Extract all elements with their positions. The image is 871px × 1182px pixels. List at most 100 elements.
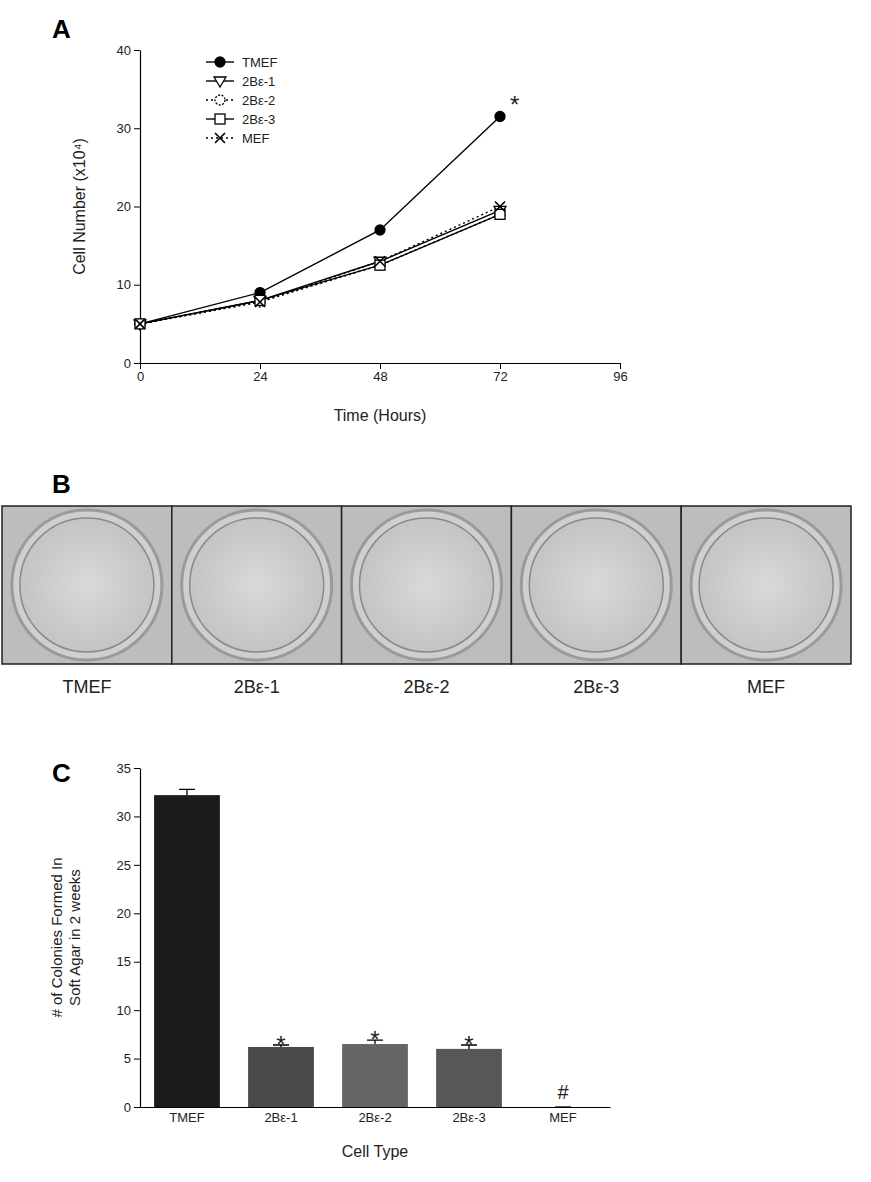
y-axis-title-line: Cell Number (x10⁴)	[71, 138, 88, 275]
tick-label: 48	[373, 369, 387, 384]
tick-label: 20	[117, 199, 131, 214]
tick: 72	[493, 363, 507, 384]
tick: 0	[124, 356, 140, 371]
tick-label: TMEF	[169, 1110, 204, 1125]
tick-mark	[380, 363, 381, 369]
point	[255, 297, 265, 307]
tick-label: 0	[137, 369, 144, 384]
plate-frame	[2, 506, 172, 664]
well	[360, 518, 494, 652]
tick-mark	[260, 363, 261, 369]
tick: 25	[117, 858, 140, 873]
point	[495, 202, 505, 212]
tick: 30	[117, 121, 140, 136]
legend-entry: 2Bε-1	[206, 74, 275, 89]
well	[190, 518, 324, 652]
point	[135, 319, 145, 329]
plate-image	[681, 506, 851, 664]
legend-label: MEF	[242, 131, 270, 146]
annotation: *	[510, 91, 519, 118]
plate-frame	[511, 506, 681, 664]
tick: 10	[117, 1003, 140, 1018]
panel-letter: B	[52, 469, 71, 499]
plot-area	[154, 789, 571, 1107]
annotation: *	[370, 1026, 379, 1053]
legend-marker	[215, 95, 225, 105]
y-axis-title: Cell Number (x10⁴)	[71, 138, 88, 275]
series-line	[140, 117, 500, 324]
legend-entry: 2Bε-2	[206, 93, 275, 108]
tick: 30	[117, 809, 140, 824]
tick-label: 10	[117, 1003, 131, 1018]
well-rim	[12, 510, 162, 660]
well	[20, 518, 154, 652]
tick-label: 35	[117, 761, 131, 776]
tick: 0	[124, 1100, 140, 1115]
well-rim	[352, 510, 502, 660]
plot-area	[134, 112, 506, 330]
legend-marker	[215, 133, 225, 143]
point-group	[134, 320, 146, 330]
tick: 35	[117, 761, 140, 776]
tick-mark	[134, 913, 140, 914]
point-group	[495, 112, 505, 122]
error-bar	[179, 789, 195, 795]
legend-label: 2Bε-3	[242, 112, 275, 127]
plate-image	[511, 506, 681, 664]
point-group	[135, 319, 145, 329]
legend-entry: 2Bε-3	[206, 112, 275, 127]
tick-label: 40	[117, 43, 131, 58]
point-group	[135, 319, 145, 329]
well	[699, 518, 833, 652]
annotation: *	[464, 1031, 473, 1058]
point-group	[255, 297, 265, 307]
point	[134, 320, 146, 330]
point-group	[375, 225, 385, 235]
tick-mark	[134, 1010, 140, 1011]
tick-mark	[134, 363, 140, 364]
tick: 2Bε-3	[452, 1107, 485, 1125]
tick: 0	[137, 363, 144, 384]
tick-mark	[134, 1059, 140, 1060]
legend-entry: TMEF	[206, 55, 277, 70]
plate-image	[172, 506, 342, 664]
point-group	[135, 319, 145, 329]
tick-mark	[134, 1107, 140, 1108]
tick: 2Bε-2	[358, 1107, 391, 1125]
tick: 24	[253, 363, 267, 384]
legend-label: TMEF	[242, 55, 277, 70]
tick: 5	[124, 1051, 140, 1066]
point-group	[375, 256, 385, 266]
tick: 20	[117, 906, 140, 921]
tick-mark	[134, 865, 140, 866]
tick-mark	[620, 363, 621, 369]
tick-label: 24	[253, 369, 267, 384]
axis-line	[140, 769, 141, 1108]
legend: TMEF 2Bε-1 2Bε-2 2Bε-3 MEF	[206, 55, 277, 146]
point	[135, 319, 145, 329]
series-line	[140, 210, 500, 323]
tick: 15	[117, 954, 140, 969]
axis-line	[141, 1107, 611, 1108]
annotation: #	[557, 1081, 569, 1103]
tick-label: 10	[117, 277, 131, 292]
tick-mark	[134, 50, 140, 51]
tick-label: 30	[117, 121, 131, 136]
well-rim	[521, 510, 671, 660]
bar	[342, 1044, 408, 1107]
tick: 20	[117, 199, 140, 214]
tick: 96	[613, 363, 627, 384]
point-group	[254, 296, 266, 306]
tick-mark	[500, 363, 501, 369]
plate-label: 2Bε-3	[573, 677, 619, 697]
y-axis-title-line: # of Colonies Formed In	[48, 857, 65, 1017]
tick-label: 0	[124, 356, 131, 371]
point-group	[135, 319, 145, 329]
tick-label: 96	[613, 369, 627, 384]
y-axis-title-line: Soft Agar in 2 weeks	[66, 869, 83, 1006]
tick-mark	[134, 768, 140, 769]
legend-marker	[215, 57, 225, 67]
tick-label: 15	[117, 954, 131, 969]
tick-mark	[134, 816, 140, 817]
tick-label: 2Bε-2	[358, 1110, 391, 1125]
